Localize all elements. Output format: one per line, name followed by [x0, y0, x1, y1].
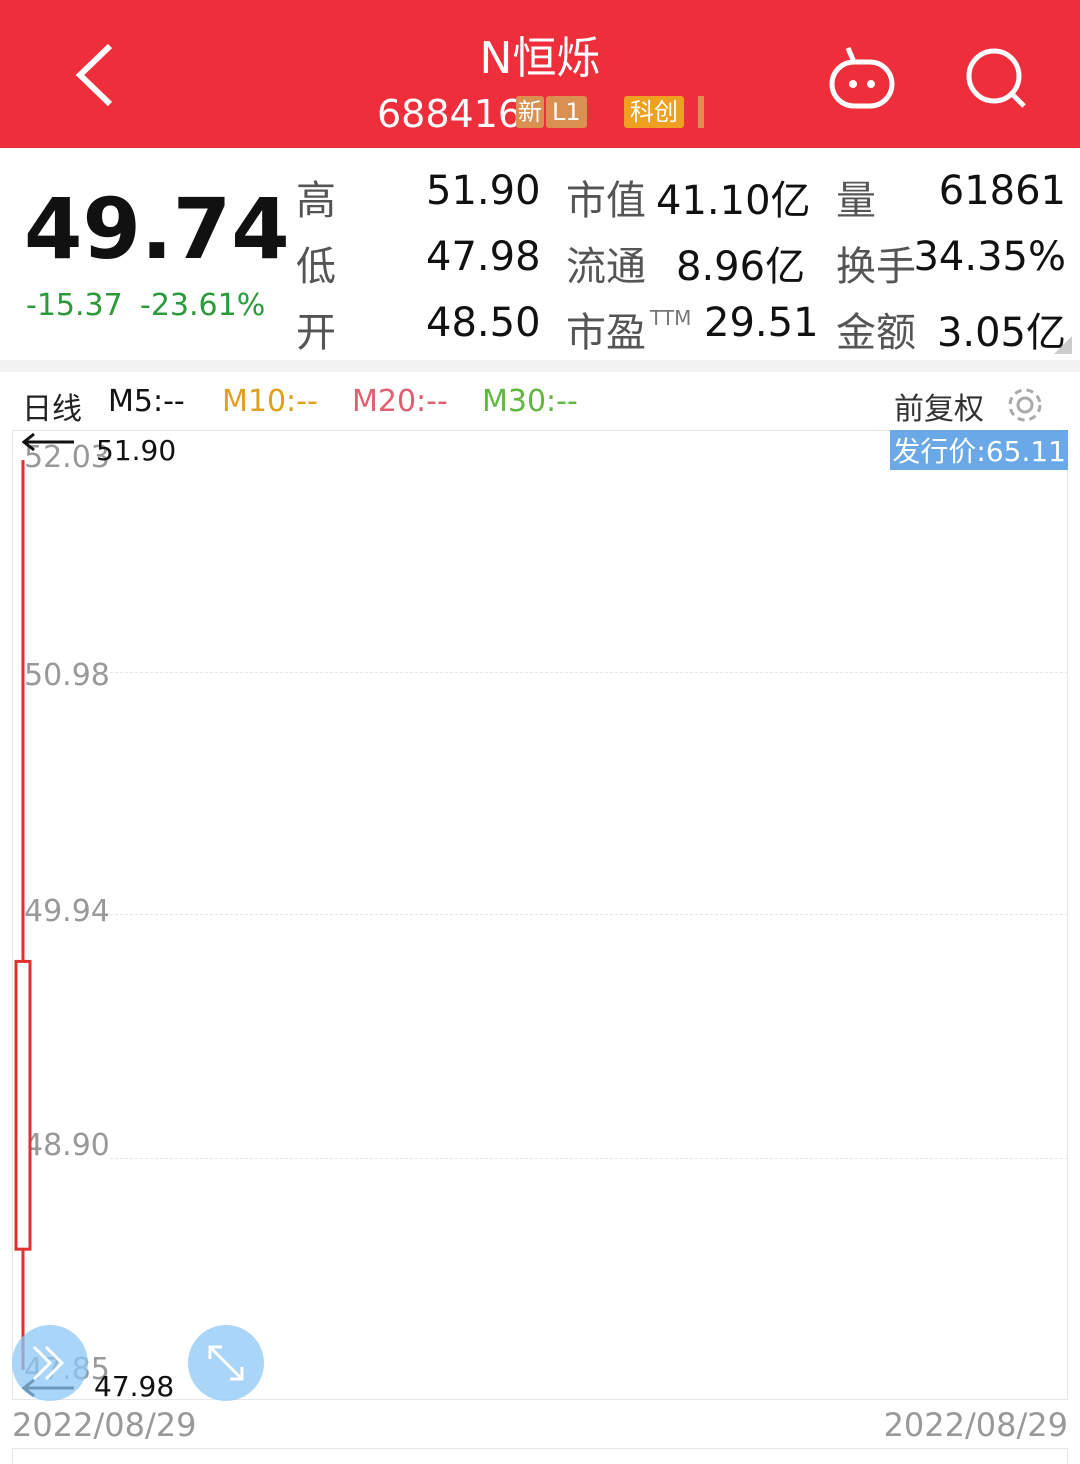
volume-value: 61861 [938, 168, 1066, 214]
ma20-value: M20:-- [352, 384, 448, 419]
pe-value: 29.51 [704, 300, 819, 346]
volume-panel [12, 1448, 1068, 1464]
high-arrow-icon [22, 432, 74, 452]
issue-price-label: 发行价:65.11 [890, 430, 1068, 470]
tag-edge [698, 96, 704, 128]
low-marker-label: 47.98 [94, 1370, 175, 1403]
high-value: 51.90 [426, 168, 541, 214]
gridline [110, 914, 1068, 915]
new-tag: 新 [516, 96, 544, 128]
expand-arrows-icon [208, 1345, 244, 1381]
high-marker-label: 51.90 [96, 434, 177, 467]
quote-panel [0, 148, 1080, 360]
divider [0, 360, 1080, 372]
float-label: 流通 [566, 244, 646, 290]
market-cap-value: 41.10亿 [656, 178, 811, 224]
gridline [110, 672, 1068, 673]
open-value: 48.50 [426, 300, 541, 346]
market-cap-label: 市值 [566, 178, 646, 224]
double-chevron-right-icon [32, 1345, 65, 1381]
stock-name: N恒烁 [479, 33, 601, 84]
amount-label: 金额 [836, 310, 916, 356]
amount-value: 3.05亿 [936, 310, 1066, 356]
back-icon[interactable] [72, 40, 118, 110]
turnover-value: 34.35% [913, 234, 1066, 280]
price-change: -15.37 [26, 288, 123, 323]
last-price: 49.74 [24, 180, 290, 278]
robot-icon[interactable] [828, 44, 896, 110]
ttm-superscript: TTM [650, 306, 692, 330]
float-value: 8.96亿 [676, 244, 806, 290]
settings-gear-icon[interactable] [1004, 384, 1046, 426]
turnover-label: 换手 [836, 244, 916, 290]
x-end-date: 2022/08/29 [883, 1406, 1068, 1444]
x-start-date: 2022/08/29 [12, 1406, 197, 1444]
volume-label: 量 [836, 178, 876, 224]
kline-chart[interactable] [12, 430, 1068, 1400]
expand-corner-icon[interactable] [1054, 336, 1072, 354]
search-icon[interactable] [964, 46, 1028, 110]
pe-label: 市盈 [566, 310, 646, 356]
header-bar: N恒烁 688416 新 L1 科创 [0, 0, 1080, 148]
ma5-value: M5:-- [108, 384, 185, 419]
gridline [110, 1158, 1068, 1159]
star-market-tag: 科创 [624, 96, 684, 128]
adjust-selector[interactable]: 前复权 [894, 392, 984, 427]
candle-body [14, 959, 32, 1251]
price-change-pct: -23.61% [140, 288, 266, 323]
open-label: 开 [296, 310, 336, 356]
y-tick: 49.94 [24, 894, 110, 929]
ma10-value: M10:-- [222, 384, 318, 419]
fullscreen-button[interactable] [188, 1325, 264, 1401]
ma30-value: M30:-- [482, 384, 578, 419]
low-label: 低 [296, 244, 336, 290]
l1-tag: L1 [546, 96, 587, 128]
y-tick: 48.90 [24, 1128, 110, 1163]
y-tick: 52.03 [24, 440, 110, 475]
period-selector[interactable]: 日线 [22, 392, 82, 427]
scroll-forward-button[interactable] [12, 1325, 88, 1401]
stock-code: 688416 [377, 92, 523, 136]
high-label: 高 [296, 178, 336, 224]
y-tick: 50.98 [24, 658, 110, 693]
low-value: 47.98 [426, 234, 541, 280]
